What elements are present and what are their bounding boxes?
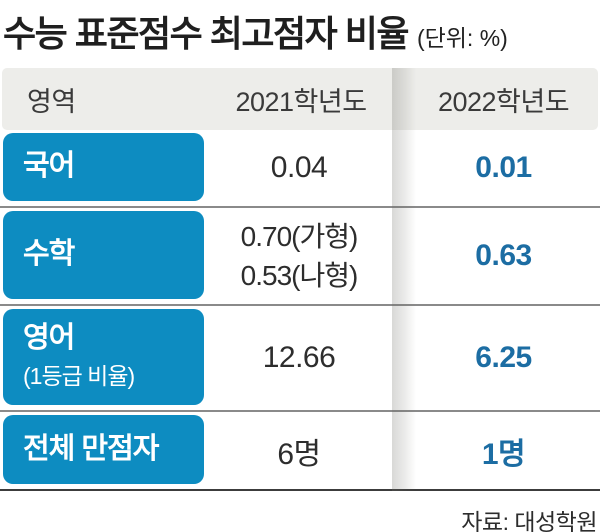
source-note: 자료: 대성학원 — [461, 509, 597, 532]
row-label: 수학 — [23, 238, 75, 271]
row-label-chip: 전체 만점자 — [3, 415, 204, 484]
row-label-chip: 영어 (1등급 비율) — [3, 309, 204, 405]
value-2021-line1: 0.70(가형) — [240, 221, 359, 252]
score-table: 영역 2021학년도 2022학년도 국어 0.04 0.01 — [0, 68, 600, 491]
table-row-math: 수학 0.70(가형) 0.53(나형) 0.63 — [0, 208, 600, 306]
table-row-korean: 국어 0.04 0.01 — [0, 130, 600, 208]
value-2022: 0.01 — [475, 151, 532, 184]
row-sublabel: (1등급 비율) — [23, 363, 135, 390]
row-label: 전체 만점자 — [23, 432, 159, 465]
row-label: 영어 — [23, 321, 75, 354]
row-label: 국어 — [23, 150, 75, 183]
col-header-2022: 2022학년도 — [437, 86, 570, 117]
value-2021: 12.66 — [262, 341, 336, 374]
value-2021: 0.04 — [270, 151, 328, 184]
value-2022: 0.63 — [475, 239, 532, 272]
table-header-row: 영역 2021학년도 2022학년도 — [2, 68, 598, 130]
value-2021: 6명 — [277, 437, 321, 471]
table-row-english: 영어 (1등급 비율) 12.66 6.25 — [0, 306, 600, 412]
col-header-2021: 2021학년도 — [235, 86, 367, 117]
col-header-category: 영역 — [27, 86, 76, 117]
table-row-perfect-scorers: 전체 만점자 6명 1명 — [0, 412, 600, 491]
row-label-chip: 국어 — [3, 133, 204, 201]
page-title: 수능 표준점수 최고점자 비율 — [3, 13, 409, 54]
value-2021-line2: 0.53(나형) — [240, 260, 359, 291]
value-2022: 1명 — [481, 437, 526, 471]
title-row: 수능 표준점수 최고점자 비율 (단위: %) — [0, 5, 600, 54]
row-label-chip: 수학 — [3, 211, 204, 299]
title-unit: (단위: %) — [416, 25, 508, 51]
value-2022: 6.25 — [475, 341, 532, 374]
